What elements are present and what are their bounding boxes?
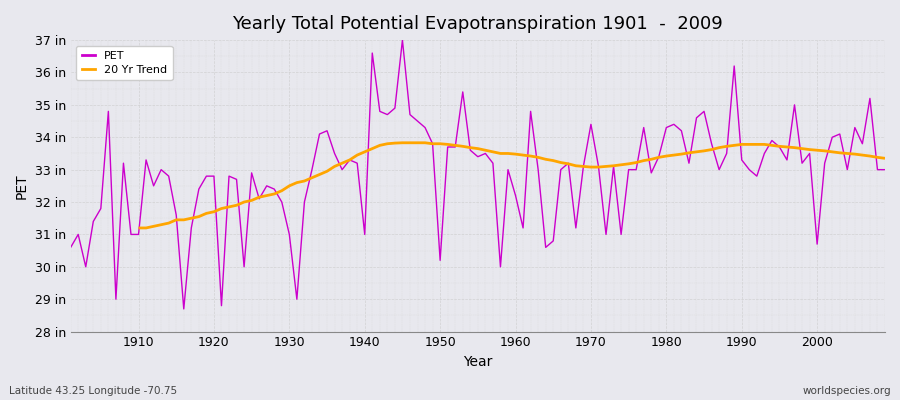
20 Yr Trend (827, 150, 838, 154)
Line: PET: PET (71, 40, 885, 309)
PET (526, 109, 536, 114)
PET (397, 38, 408, 42)
20 Yr Trend (397, 140, 408, 145)
20 Yr Trend (307, 175, 318, 180)
PET (66, 245, 77, 250)
20 Yr Trend (850, 152, 860, 156)
PET (299, 200, 310, 204)
PET (879, 167, 890, 172)
Title: Yearly Total Potential Evapotranspiration 1901  -  2009: Yearly Total Potential Evapotranspiratio… (232, 15, 724, 33)
20 Yr Trend (586, 165, 597, 170)
20 Yr Trend (526, 154, 536, 158)
PET (518, 226, 528, 230)
20 Yr Trend (133, 226, 144, 230)
Y-axis label: PET: PET (15, 173, 29, 199)
Line: 20 Yr Trend: 20 Yr Trend (139, 143, 885, 228)
Text: Latitude 43.25 Longitude -70.75: Latitude 43.25 Longitude -70.75 (9, 386, 177, 396)
20 Yr Trend (879, 156, 890, 161)
X-axis label: Year: Year (464, 355, 492, 369)
20 Yr Trend (276, 188, 287, 193)
PET (616, 232, 626, 237)
PET (126, 232, 137, 237)
PET (345, 158, 356, 162)
Legend: PET, 20 Yr Trend: PET, 20 Yr Trend (76, 46, 173, 80)
Text: worldspecies.org: worldspecies.org (803, 386, 891, 396)
PET (178, 306, 189, 311)
